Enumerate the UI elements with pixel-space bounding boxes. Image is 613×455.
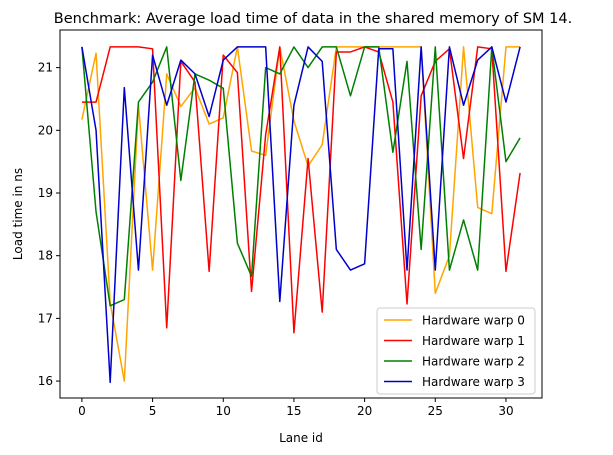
y-tick-label: 18: [38, 249, 53, 263]
x-axis: 0 5 10 15 20 25 30: [78, 398, 514, 418]
legend-label-2: Hardware warp 2: [422, 355, 525, 369]
x-tick-label: 10: [216, 404, 231, 418]
x-tick-label: 15: [286, 404, 301, 418]
y-tick-label: 20: [38, 123, 53, 137]
x-tick-label: 30: [498, 404, 513, 418]
legend: Hardware warp 0 Hardware warp 1 Hardware w…: [376, 307, 536, 395]
chart-title: Benchmark: Average load time of data in …: [54, 11, 572, 27]
y-tick-label: 19: [38, 186, 53, 200]
x-axis-label: Lane id: [279, 431, 323, 445]
x-tick-label: 0: [78, 404, 86, 418]
plot-lines: [81, 46, 521, 384]
y-axis-label: Load time in ns: [11, 168, 25, 260]
legend-label-3: Hardware warp 3: [422, 375, 525, 389]
legend-label-0: Hardware warp 0: [422, 314, 525, 328]
x-tick-label: 20: [357, 404, 372, 418]
y-tick-label: 21: [38, 61, 53, 75]
series-line-1: [81, 46, 521, 334]
series-line-0: [81, 46, 521, 382]
series-line-3: [81, 46, 521, 384]
y-tick-label: 16: [38, 374, 53, 388]
x-tick-label: 25: [428, 404, 443, 418]
plot-frame: [59, 29, 543, 399]
series-line-2: [81, 46, 521, 307]
legend-label-1: Hardware warp 1: [422, 334, 525, 348]
y-tick-label: 17: [38, 311, 53, 325]
legend-box: [376, 307, 536, 395]
y-axis: 16 17 18 19 20 21: [38, 61, 60, 388]
x-tick-label: 5: [149, 404, 157, 418]
